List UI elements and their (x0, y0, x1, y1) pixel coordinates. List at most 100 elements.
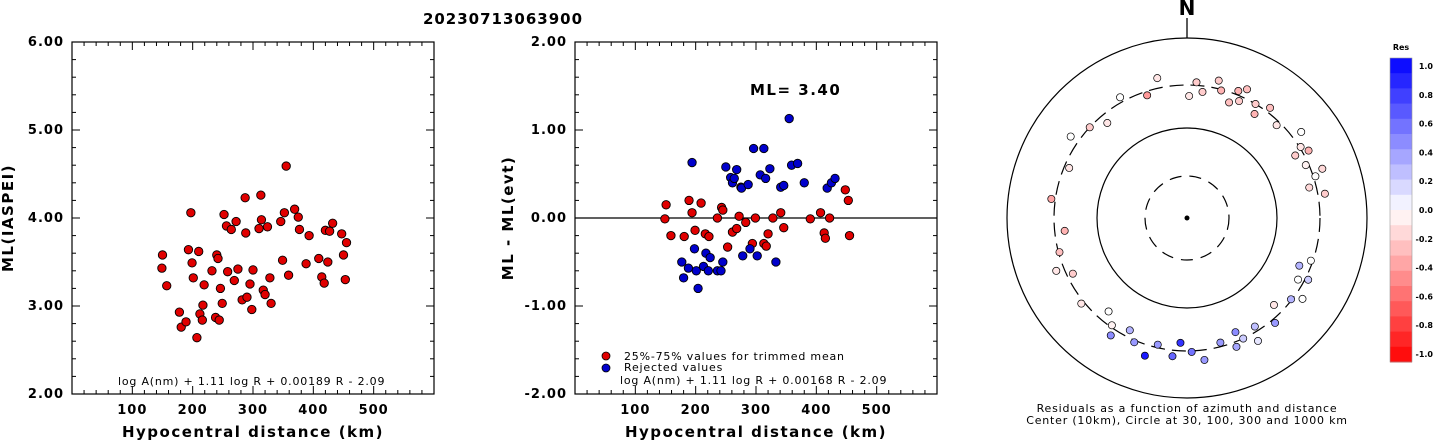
data-point (729, 173, 739, 184)
station-point (1311, 172, 1320, 181)
data-point (704, 231, 714, 242)
station-point (1287, 295, 1295, 304)
station-point (1192, 78, 1201, 87)
station-point (1306, 256, 1315, 265)
station-point (1250, 322, 1259, 331)
station-point (1125, 326, 1134, 335)
station-point (1301, 161, 1310, 170)
data-point (276, 216, 286, 227)
data-point (327, 218, 338, 228)
x-tick-label: 100 (117, 403, 147, 418)
station-point (1318, 164, 1327, 173)
station-point (1055, 248, 1064, 257)
residual-colorbar: Res 1.0 0.8 0.6 0.4 0.2 0.0 -0.2 -0.4 -0.6 -0.8 -1… (1389, 43, 1434, 363)
station-point (1130, 338, 1139, 347)
caption-line-1: Residuals as a function of azimuth and d… (1037, 402, 1338, 415)
legend-label-trimmed: 25%-75% values for trimmed mean (624, 350, 845, 363)
data-point (840, 185, 850, 195)
data-point (693, 283, 703, 294)
data-point (765, 164, 775, 174)
x-tick-label: 400 (801, 403, 831, 418)
data-point (752, 251, 762, 261)
data-point (718, 257, 728, 267)
colorbar-cell (1390, 149, 1412, 165)
data-point (843, 195, 853, 206)
data-point (283, 270, 294, 280)
colorbar-cell (1390, 118, 1412, 135)
colorbar-cell (1390, 134, 1412, 150)
x-tick-label: 200 (178, 403, 208, 418)
colorbar-tick-label: -0.6 (1416, 292, 1434, 301)
x-axis-label: Hypocentral distance (km) (122, 423, 384, 441)
colorbar-tick-label: 0.6 (1419, 120, 1434, 129)
station-point (1153, 340, 1162, 349)
y-tick-label: 6.00 (28, 35, 64, 50)
data-point (779, 223, 789, 233)
station-point (1103, 119, 1112, 127)
data-point (759, 143, 769, 154)
data-point (157, 250, 168, 260)
data-point (761, 173, 771, 184)
colorbar-tick-label: -0.4 (1416, 264, 1434, 273)
data-point (162, 281, 172, 291)
data-point (188, 273, 198, 283)
station-point (1304, 146, 1313, 155)
data-point (684, 195, 694, 206)
data-point (294, 224, 305, 235)
station-point (1047, 194, 1056, 203)
station-point (1104, 307, 1113, 316)
data-point (213, 253, 223, 264)
station-point (1153, 74, 1162, 83)
data-point (805, 214, 815, 224)
y-tick-label: 2.00 (531, 35, 567, 50)
station-point (1295, 261, 1304, 270)
station-point (1243, 85, 1251, 94)
colorbar-tick-label: 0.0 (1419, 206, 1434, 215)
colorbar-cell (1390, 270, 1412, 287)
data-point (214, 315, 224, 325)
data-point (198, 300, 208, 310)
station-point (1106, 331, 1115, 340)
station-point (1060, 226, 1069, 235)
data-point (687, 208, 697, 218)
station-point (1176, 338, 1185, 347)
colorbar-tick-label: 0.4 (1419, 148, 1434, 157)
station-point (1296, 143, 1305, 151)
station-point (1216, 338, 1225, 347)
data-point (319, 278, 329, 288)
axis-ticks: -2.00 -1.00 0.00 1.00 2.00 100 200 300 400 500 (525, 35, 937, 418)
station-point (1187, 347, 1196, 356)
station-point (1254, 337, 1262, 345)
data-point (245, 279, 255, 289)
station-point (1291, 151, 1300, 160)
data-point (337, 229, 347, 239)
station-point (1297, 127, 1306, 136)
data-point (229, 275, 239, 286)
legend-label-rejected: Rejected values (624, 361, 723, 374)
data-point (830, 173, 840, 184)
azimuth-residual-panel: N Residuals as a function of azimuth and… (1006, 0, 1368, 427)
data-point (815, 208, 826, 218)
colorbar-cell (1390, 210, 1412, 226)
data-point (304, 230, 314, 241)
x-tick-label: 500 (862, 403, 892, 418)
data-point (277, 255, 288, 265)
data-point (157, 263, 167, 273)
colorbar-cell (1390, 164, 1412, 181)
data-point (705, 252, 715, 263)
y-tick-label: 1.00 (531, 123, 567, 138)
colorbar-cell (1390, 286, 1412, 302)
station-point (1304, 275, 1313, 284)
data-point (265, 273, 275, 283)
station-points (1047, 74, 1329, 364)
data-point (187, 258, 197, 268)
circle-30km (1144, 175, 1230, 261)
colorbar-tick-label: -0.8 (1416, 321, 1434, 330)
data-point (289, 204, 300, 214)
data-point (745, 244, 755, 254)
station-point (1116, 93, 1125, 102)
data-point (792, 158, 803, 169)
data-point (768, 213, 778, 223)
data-point (763, 229, 773, 239)
station-point (1168, 352, 1177, 361)
